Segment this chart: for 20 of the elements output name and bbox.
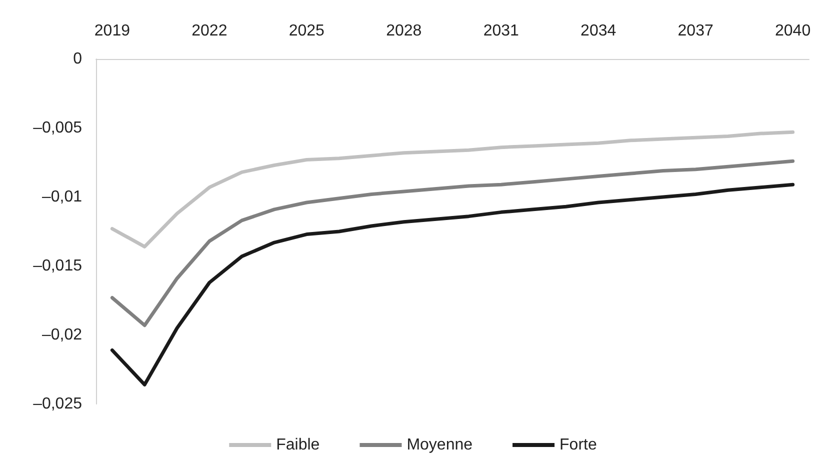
x-tick-label: 2028 <box>386 22 422 40</box>
legend-label: Moyenne <box>406 436 473 454</box>
x-tick-label: 2022 <box>192 22 228 40</box>
x-tick-label: 2037 <box>678 22 714 40</box>
y-tick-label: –0,015 <box>33 258 82 274</box>
y-tick-label: –0,005 <box>33 120 82 136</box>
line-series <box>110 182 795 386</box>
x-tick-label: 2019 <box>94 22 130 40</box>
y-tick-label: 0 <box>73 50 82 68</box>
legend-label: Forte <box>560 436 597 454</box>
x-tick-label: 2040 <box>775 22 811 40</box>
x-tick-label: 2034 <box>580 22 616 40</box>
line-series <box>110 130 795 248</box>
y-tick-label: –0,01 <box>42 188 82 206</box>
x-tick-label: 2025 <box>288 22 325 40</box>
y-tick-label: –0,025 <box>33 396 82 412</box>
legend-label: Faible <box>276 436 320 454</box>
y-tick-label: –0,02 <box>42 326 82 344</box>
x-tick-label: 2031 <box>483 22 520 40</box>
line-series <box>110 159 795 328</box>
